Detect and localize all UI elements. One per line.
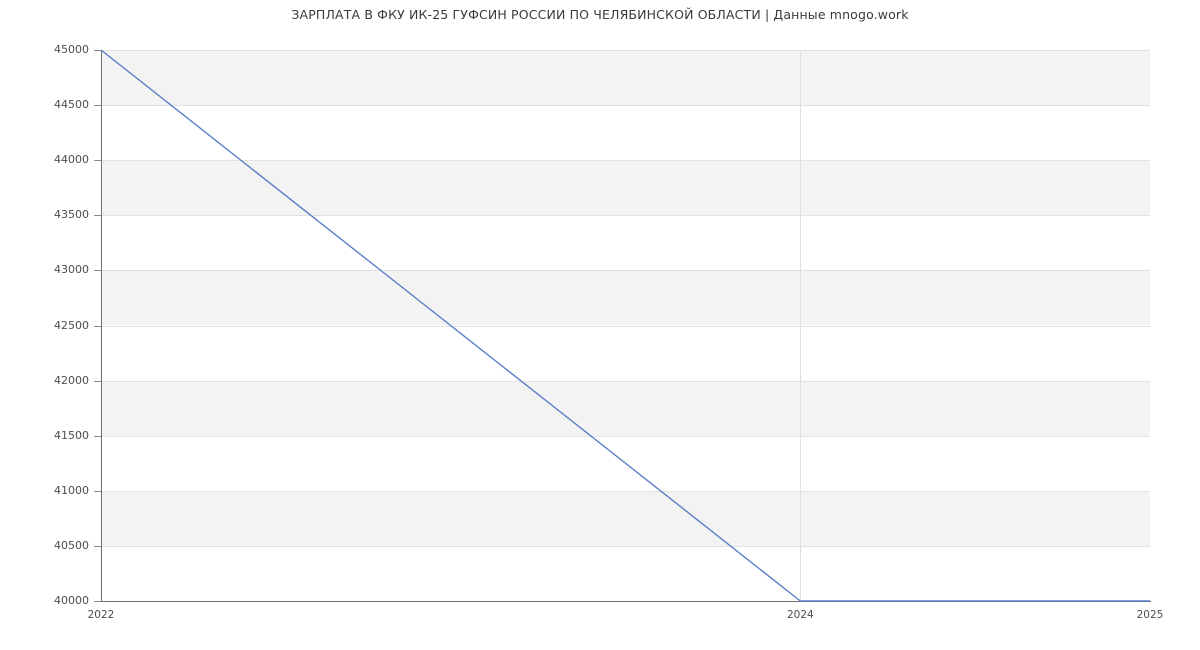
x-tick-label: 2025 bbox=[1136, 609, 1164, 621]
y-tick-mark bbox=[94, 490, 101, 492]
gridline-horizontal bbox=[101, 50, 1150, 51]
y-tick-mark bbox=[94, 270, 101, 272]
plot-band bbox=[101, 270, 1150, 326]
y-tick-mark bbox=[94, 601, 101, 602]
x-tick-label: 2022 bbox=[87, 609, 115, 621]
gridline-horizontal bbox=[101, 270, 1150, 272]
plot-band bbox=[101, 50, 1150, 106]
y-axis-line bbox=[101, 50, 102, 601]
chart-title: ЗАРПЛАТА В ФКУ ИК-25 ГУФСИН РОССИИ ПО ЧЕ… bbox=[291, 7, 909, 22]
y-tick-label: 44000 bbox=[54, 153, 89, 167]
plot-band bbox=[101, 380, 1150, 436]
y-tick-label: 42500 bbox=[54, 318, 89, 332]
gridline-horizontal bbox=[101, 380, 1150, 382]
y-tick-mark bbox=[94, 545, 101, 547]
y-tick-label: 43500 bbox=[54, 208, 89, 222]
y-tick-label: 41000 bbox=[54, 483, 89, 497]
x-axis-line bbox=[101, 601, 1151, 602]
gridline-horizontal bbox=[101, 545, 1150, 547]
gridline-horizontal bbox=[101, 215, 1150, 217]
y-tick-mark bbox=[94, 215, 101, 217]
y-tick-label: 40000 bbox=[54, 594, 89, 607]
y-tick-mark bbox=[94, 160, 101, 162]
plot-area bbox=[101, 50, 1150, 602]
y-tick-label: 45000 bbox=[54, 43, 89, 56]
plot-band bbox=[101, 160, 1150, 216]
gridline-vertical bbox=[800, 50, 802, 601]
y-tick-mark bbox=[94, 325, 101, 327]
y-tick-label: 43000 bbox=[54, 263, 89, 277]
y-tick-label: 40500 bbox=[54, 538, 89, 552]
gridline-horizontal bbox=[101, 160, 1150, 162]
gridline-horizontal bbox=[101, 490, 1150, 492]
y-tick-mark bbox=[94, 105, 101, 107]
gridline-horizontal bbox=[101, 435, 1150, 437]
y-tick-mark bbox=[94, 50, 101, 51]
gridline-horizontal bbox=[101, 105, 1150, 107]
y-tick-label: 44500 bbox=[54, 98, 89, 112]
y-tick-mark bbox=[94, 380, 101, 382]
y-tick-mark bbox=[94, 435, 101, 437]
plot-band bbox=[101, 490, 1150, 546]
y-tick-label: 42000 bbox=[54, 373, 89, 387]
gridline-horizontal bbox=[101, 325, 1150, 327]
y-tick-label: 41500 bbox=[54, 428, 89, 442]
x-tick-label: 2024 bbox=[786, 609, 814, 621]
